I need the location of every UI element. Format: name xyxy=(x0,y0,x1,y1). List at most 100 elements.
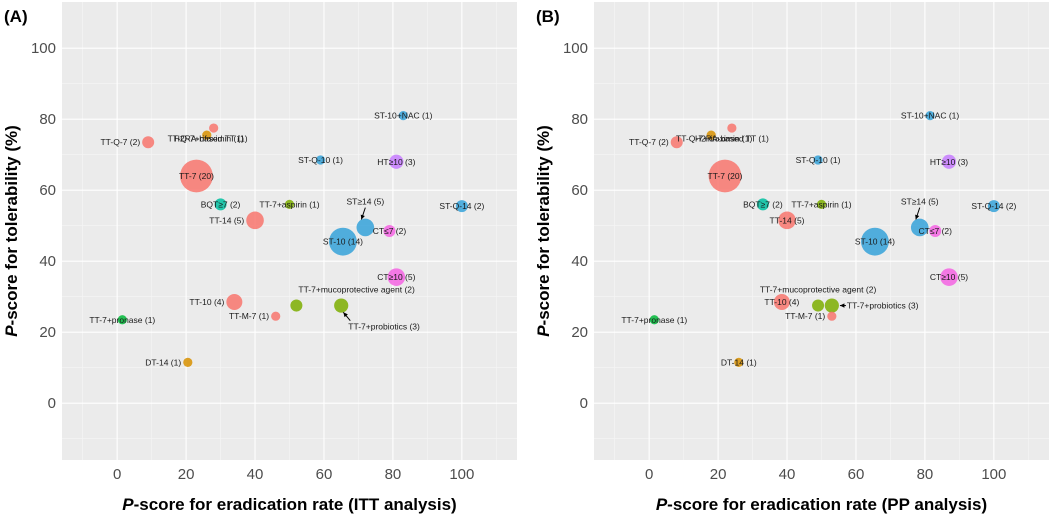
data-point xyxy=(940,268,958,286)
chart-panel-b: 0 20 40 60 80 100 0 20 40 60 80 100 P-score for erad… xyxy=(532,0,1064,516)
data-point xyxy=(778,211,796,230)
x-tick-label: 100 xyxy=(981,466,1006,483)
point-label: TT-7+pronase (1) xyxy=(621,315,687,325)
data-point xyxy=(226,294,243,311)
point-label: ST-Q-14 (2) xyxy=(439,201,484,211)
point-label: TT-Q-7+rifaximin (1) xyxy=(676,134,752,144)
data-point xyxy=(214,198,227,211)
arrow-head xyxy=(360,214,365,220)
x-tick-label: 20 xyxy=(178,466,195,483)
point-label: TT-Q-7+rifaximin (1) xyxy=(168,134,244,144)
x-tick-label: 60 xyxy=(848,466,865,483)
data-point xyxy=(356,218,375,237)
x-tick-label: 0 xyxy=(645,466,653,483)
arrow-head xyxy=(343,312,348,318)
scatter-plot-b: 0 20 40 60 80 100 0 20 40 60 80 100 P-score for erad… xyxy=(534,2,1049,514)
data-point xyxy=(398,111,408,121)
point-label: TT-7+mucoprotective agent (2) xyxy=(298,285,415,295)
y-tick-label: 20 xyxy=(571,324,588,341)
point-label: TT-7+probiotics (3) xyxy=(847,301,919,311)
data-point xyxy=(383,224,396,238)
data-point xyxy=(827,311,837,321)
data-point xyxy=(180,159,213,193)
y-tick-label: 20 xyxy=(39,324,56,341)
x-tick-label: 40 xyxy=(247,466,264,483)
data-point xyxy=(941,154,957,169)
scatter-plot-a: 0 20 40 60 80 100 0 20 40 60 80 100 P-score for erad… xyxy=(2,2,517,514)
point-label: TT-14 (5) xyxy=(209,215,244,225)
y-tick-label: 100 xyxy=(31,40,56,57)
data-point xyxy=(929,224,942,238)
data-point xyxy=(813,155,823,165)
y-tick-label: 40 xyxy=(39,253,56,270)
data-point xyxy=(334,298,349,313)
y-tick-label: 40 xyxy=(571,253,588,270)
data-point xyxy=(706,130,716,140)
y-tick-label: 0 xyxy=(580,395,588,412)
point-label: ST-Q-14 (2) xyxy=(971,201,1016,211)
data-point xyxy=(816,199,827,209)
y-tick-label: 0 xyxy=(48,395,56,412)
y-tick-label: 60 xyxy=(39,182,56,199)
point-label: ST≥14 (5) xyxy=(346,197,384,207)
point-label: HT≥10 (3) xyxy=(377,157,415,167)
point-label: H2RA-based TT (1) xyxy=(695,134,769,144)
point-label: DT-14 (1) xyxy=(145,357,181,367)
point-label: HT≥10 (3) xyxy=(930,157,968,167)
data-point xyxy=(734,357,744,367)
point-label: TT-Q-7 (2) xyxy=(100,137,140,147)
point-label: ST-Q-10 (1) xyxy=(298,155,343,165)
x-tick-label: 100 xyxy=(449,466,474,483)
data-point xyxy=(246,211,264,230)
y-tick-label: 80 xyxy=(571,111,588,128)
point-label: CT≤7 (2) xyxy=(919,226,953,236)
chart-panel-a: 0 20 40 60 80 100 0 20 40 60 80 100 P-score for erad… xyxy=(2,2,517,514)
arrow-head xyxy=(839,303,845,308)
point-label: CT≤7 (2) xyxy=(373,226,407,236)
point-label: TT-14 (5) xyxy=(770,215,805,225)
point-label: CT≥10 (5) xyxy=(930,272,968,282)
data-point xyxy=(183,357,193,367)
data-point xyxy=(387,268,406,286)
y-tick-label: 80 xyxy=(39,111,56,128)
y-axis-title: P-score for tolerability (%) xyxy=(2,125,21,337)
data-point xyxy=(925,111,935,121)
data-point xyxy=(649,315,659,325)
point-label: DT-14 (1) xyxy=(721,357,757,367)
point-label: BQT≥7 (2) xyxy=(743,199,783,209)
data-point xyxy=(142,136,155,149)
panel-label: (A) xyxy=(4,7,28,26)
y-tick-label: 60 xyxy=(571,182,588,199)
point-label: TT-7+probiotics (3) xyxy=(348,322,420,332)
point-label: TT-M-7 (1) xyxy=(785,311,825,321)
data-point xyxy=(910,218,929,237)
point-label: ST-10+NAC (1) xyxy=(374,111,433,121)
data-point xyxy=(209,123,219,133)
y-tick-label: 100 xyxy=(563,40,588,57)
data-point xyxy=(824,298,839,313)
point-label: TT-10 (4) xyxy=(764,297,799,307)
point-label: TT-M-7 (1) xyxy=(229,311,269,321)
point-label: ST-10 (14) xyxy=(323,237,363,247)
point-label: TT-7+pronase (1) xyxy=(89,315,155,325)
point-label: ST≥14 (5) xyxy=(901,197,939,207)
data-point xyxy=(708,159,742,193)
data-point xyxy=(202,130,212,140)
x-axis-title: P-score for eradication rate (ITT analys… xyxy=(122,495,456,514)
data-point xyxy=(773,294,790,311)
point-label: H2RA-based TT (1) xyxy=(174,134,248,144)
data-point xyxy=(670,136,683,149)
x-tick-label: 60 xyxy=(316,466,333,483)
point-label: ST-10+NAC (1) xyxy=(901,111,960,121)
arrow-head xyxy=(915,214,920,220)
point-label: TT-7 (20) xyxy=(708,171,743,181)
data-point xyxy=(389,154,404,169)
x-tick-label: 0 xyxy=(113,466,121,483)
point-label: TT-7+aspirin (1) xyxy=(259,199,319,209)
x-tick-label: 20 xyxy=(710,466,727,483)
y-axis-title: P-score for tolerability (%) xyxy=(534,125,553,337)
x-axis-title: P-score for eradication rate (PP analysi… xyxy=(656,495,987,514)
data-point xyxy=(117,315,127,325)
point-label: CT≥10 (5) xyxy=(377,272,415,282)
data-point xyxy=(315,155,326,165)
